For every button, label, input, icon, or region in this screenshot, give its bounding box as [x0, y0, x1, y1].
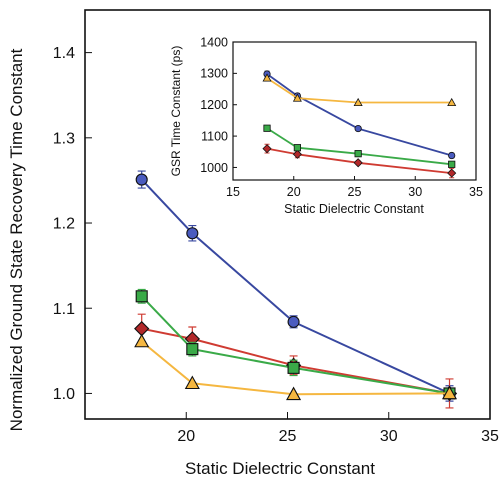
- main-data-point: [184, 375, 200, 390]
- inset-series-line: [266, 73, 452, 157]
- main-data-point: [135, 173, 148, 186]
- main-data-point: [287, 361, 300, 374]
- main-data-point: [286, 386, 302, 401]
- main-y-axis-title: Normalized Ground State Recovery Time Co…: [7, 48, 26, 431]
- inset-data-point: [354, 124, 362, 133]
- inset-data-point: [292, 149, 302, 159]
- inset-x-tick-label: 20: [287, 185, 301, 199]
- inset-x-tick-label: 15: [226, 185, 240, 199]
- main-y-tick-label: 1.3: [53, 130, 75, 147]
- inset-data-point: [447, 97, 457, 107]
- inset-y-axis: 1000 1100 1200 1300 1400: [200, 35, 237, 175]
- inset-series-orange-triangle: [262, 73, 457, 107]
- inset-y-axis-title: GSR Time Constant (ps): [169, 46, 183, 177]
- inset-data-point: [293, 144, 301, 152]
- inset-x-axis: 15 20 25 30 35: [226, 176, 483, 199]
- inset-y-tick-label: 1300: [200, 67, 228, 81]
- inset-data-point: [448, 151, 456, 160]
- inset-data-point: [292, 93, 302, 102]
- inset-y-tick-label: 1100: [201, 129, 228, 143]
- main-data-point: [186, 227, 199, 240]
- main-series-line: [141, 327, 450, 395]
- main-x-tick-label: 20: [177, 428, 195, 445]
- inset-x-tick-label: 25: [348, 185, 362, 199]
- inset-background: [233, 42, 476, 180]
- inset-y-tick-label: 1200: [200, 98, 228, 112]
- main-series-green-square: [135, 288, 456, 400]
- inset-series-green-square: [263, 124, 456, 168]
- main-data-point: [287, 315, 300, 328]
- main-x-axis: 20 25 30 35: [177, 412, 499, 445]
- inset-y-tick-label: 1000: [200, 161, 228, 175]
- main-chart: 20 25 30 35 1.0 1.1 1.2 1.3 1.4 Static Dielectr…: [7, 9, 499, 478]
- main-series-orange-triangle: [134, 333, 458, 401]
- main-data-point: [186, 343, 199, 356]
- inset-y-tick-label: 1400: [200, 35, 228, 49]
- main-data-point: [135, 290, 148, 303]
- inset-series-line: [266, 127, 452, 166]
- main-x-tick-label: 30: [380, 428, 398, 445]
- inset-x-axis-title: Static Dielectric Constant: [284, 202, 424, 216]
- inset-data-point: [354, 150, 362, 158]
- inset-x-tick-label: 35: [469, 185, 483, 199]
- inset-chart: 15 20 25 30 35 1000 1100 1200 1300 1400 Static D…: [169, 35, 483, 216]
- inset-data-point: [262, 73, 272, 82]
- inset-series-group: [262, 70, 457, 179]
- main-series-line: [140, 178, 450, 395]
- main-series-line: [141, 340, 450, 396]
- main-y-tick-label: 1.4: [53, 45, 75, 62]
- inset-data-point: [263, 124, 271, 132]
- inset-data-point: [262, 144, 272, 154]
- main-data-point: [134, 321, 150, 337]
- main-x-tick-label: 25: [279, 428, 297, 445]
- inset-series-red-diamond: [262, 143, 457, 179]
- inset-data-point: [448, 160, 456, 168]
- main-y-tick-label: 1.1: [53, 301, 75, 318]
- main-series-line: [140, 295, 450, 395]
- main-series-group: [134, 170, 458, 409]
- main-y-tick-label: 1.0: [53, 386, 75, 403]
- main-y-tick-label: 1.2: [53, 216, 75, 233]
- main-data-point: [441, 385, 458, 400]
- inset-series-line: [266, 147, 452, 174]
- inset-data-point: [353, 158, 363, 168]
- main-x-axis-title: Static Dielectric Constant: [185, 459, 375, 478]
- main-y-axis: 1.0 1.1 1.2 1.3 1.4: [53, 45, 92, 403]
- inset-data-point: [353, 97, 363, 107]
- inset-series-line: [266, 77, 452, 104]
- main-data-point: [134, 333, 150, 348]
- inset-x-tick-label: 30: [408, 185, 422, 199]
- main-x-tick-label: 35: [481, 428, 499, 445]
- inset-data-point: [447, 168, 457, 178]
